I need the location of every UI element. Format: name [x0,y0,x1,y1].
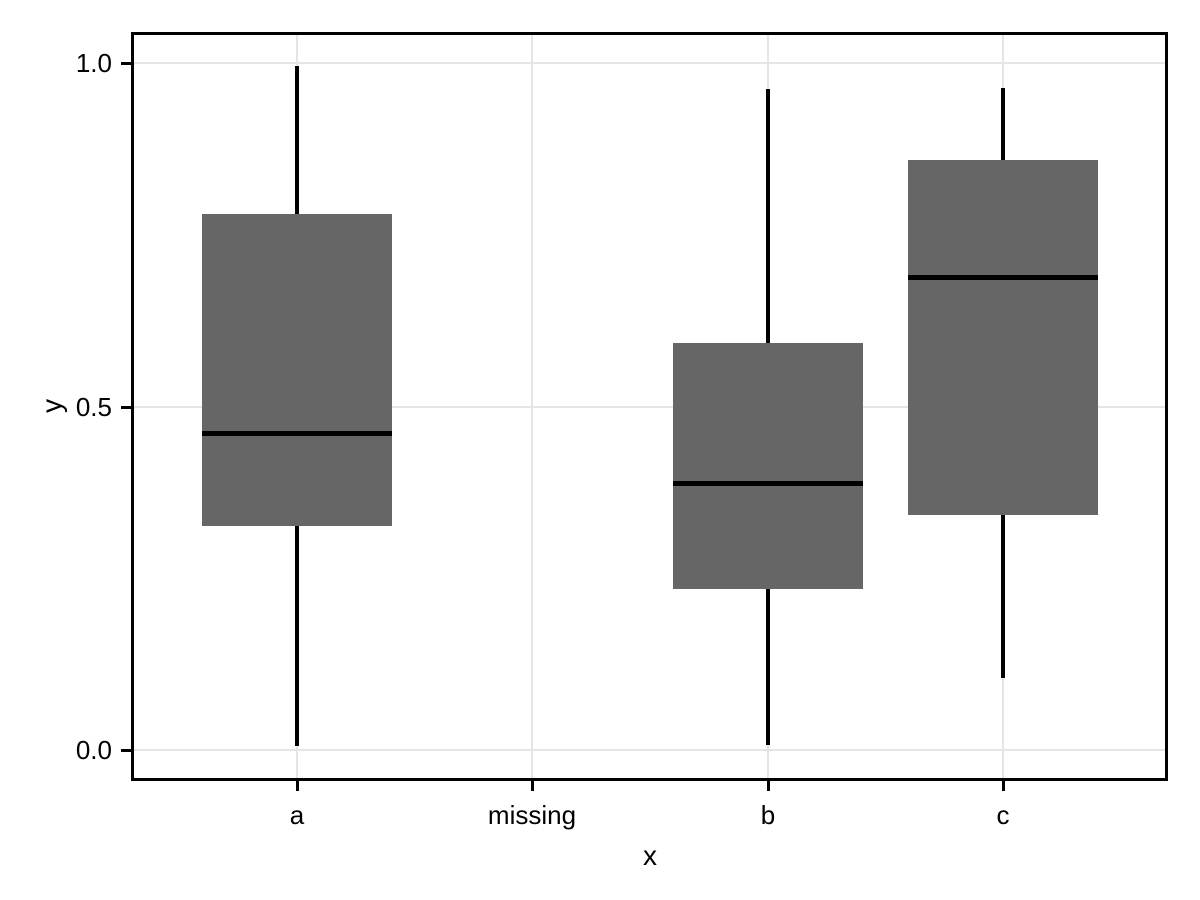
whisker-lower [295,524,299,746]
median-line [202,431,392,436]
x-tick-label: missing [487,800,577,830]
whisker-lower [766,587,770,745]
x-axis-tick [767,781,770,791]
gridline-horizontal [134,749,1165,751]
median-line [908,275,1098,280]
whisker-upper [295,66,299,216]
x-axis-tick [296,781,299,791]
x-axis-tick [531,781,534,791]
y-tick-label: 0.5 [75,392,112,422]
x-tick-label: c [996,800,1010,830]
x-tick-label: b [760,800,776,830]
y-axis-tick [121,406,131,409]
boxplot-box [673,343,863,589]
whisker-upper [1001,88,1005,161]
boxplot-box [908,160,1098,515]
median-line [673,481,863,486]
x-axis-title: x [643,840,657,871]
gridline-horizontal [134,406,1165,408]
y-tick-label: 0.0 [75,735,112,765]
gridline-horizontal [134,62,1165,64]
x-axis-tick [1002,781,1005,791]
x-tick-label: a [289,800,305,830]
y-axis-tick [121,749,131,752]
plot-panel-border [131,32,1168,781]
whisker-upper [766,89,770,345]
whisker-lower [1001,512,1005,678]
y-axis-tick [121,62,131,65]
y-tick-label: 1.0 [75,48,112,78]
boxplot-box [202,214,392,526]
